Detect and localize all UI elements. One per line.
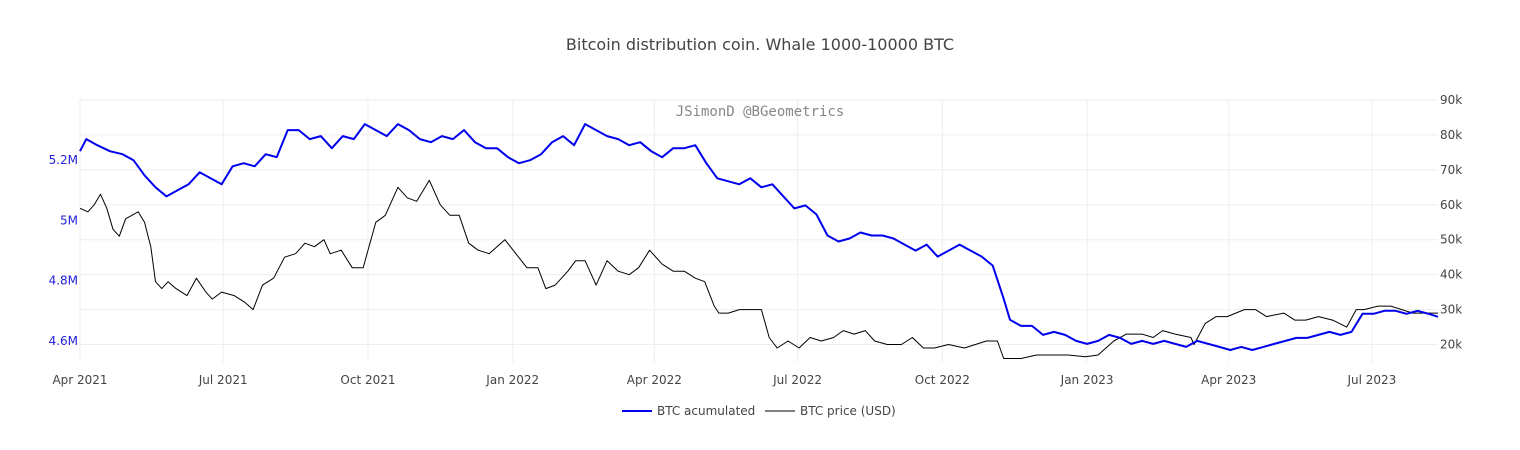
- y-right-tick-label: 70k: [1440, 163, 1462, 177]
- y-right-axis-ticks: 20k 30k 40k 50k 60k 70k 80k 90k: [1440, 93, 1462, 352]
- y-left-tick-label: 4.8M: [49, 274, 78, 288]
- x-tick-label: Oct 2021: [340, 373, 395, 387]
- x-tick-label: Jan 2022: [485, 373, 539, 387]
- y-right-tick-label: 30k: [1440, 303, 1462, 317]
- y-right-tick-label: 90k: [1440, 93, 1462, 107]
- x-tick-label: Jul 2023: [1346, 373, 1396, 387]
- y-right-tick-label: 40k: [1440, 268, 1462, 282]
- x-tick-label: Apr 2021: [52, 373, 107, 387]
- x-axis-ticks: Apr 2021 Jul 2021 Oct 2021 Jan 2022 Apr 2022…: [52, 373, 1396, 387]
- y-left-axis-ticks: 4.6M 4.8M 5M 5.2M: [49, 153, 78, 348]
- x-tick-label: Apr 2022: [627, 373, 682, 387]
- y-left-tick-label: 5.2M: [49, 153, 78, 167]
- x-tick-label: Jul 2022: [772, 373, 822, 387]
- x-tick-label: Oct 2022: [915, 373, 970, 387]
- x-tick-label: Jan 2023: [1060, 373, 1114, 387]
- y-right-tick-label: 20k: [1440, 338, 1462, 352]
- series-layer: [79, 123, 1439, 359]
- y-left-tick-label: 5M: [60, 213, 78, 227]
- legend[interactable]: BTC acumulated BTC price (USD): [622, 404, 896, 418]
- series-line-btc-accumulated: [79, 123, 1439, 351]
- series-line-btc-price: [79, 179, 1438, 359]
- y-right-tick-label: 60k: [1440, 198, 1462, 212]
- legend-label-price[interactable]: BTC price (USD): [800, 404, 896, 418]
- y-right-tick-label: 50k: [1440, 233, 1462, 247]
- x-tick-label: Apr 2023: [1201, 373, 1256, 387]
- y-right-tick-label: 80k: [1440, 128, 1462, 142]
- x-tick-label: Jul 2021: [198, 373, 248, 387]
- legend-label-accumulated[interactable]: BTC acumulated: [657, 404, 755, 418]
- watermark-annotation: JSimonD @BGeometrics: [676, 104, 845, 120]
- chart-title: Bitcoin distribution coin. Whale 1000-10…: [566, 35, 954, 54]
- y-left-tick-label: 4.6M: [49, 334, 78, 348]
